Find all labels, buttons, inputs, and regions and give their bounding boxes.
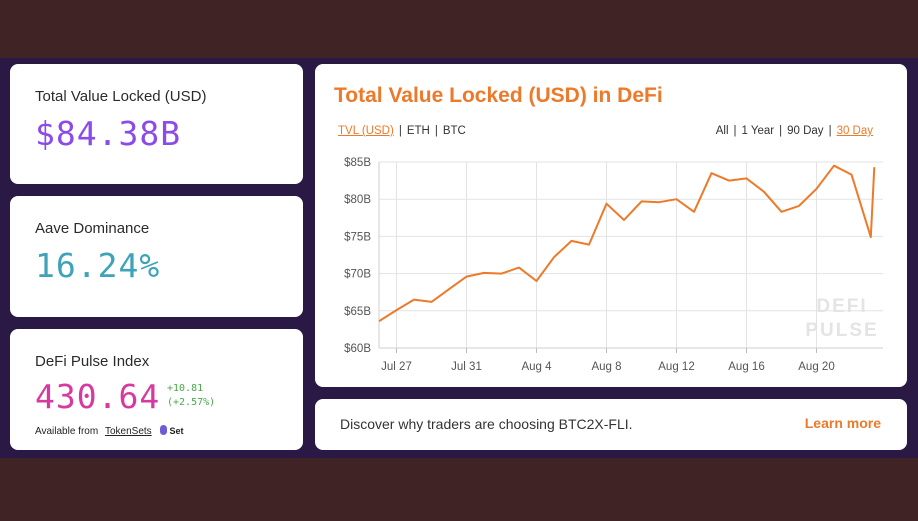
toggle-separator: | [398,125,402,137]
dpi-label: DeFi Pulse Index [35,353,150,370]
toggle-tvl-usd[interactable]: TVL (USD) [338,125,394,137]
availability-note: Available from TokenSets Set [35,425,183,437]
x-tick-label: Aug 8 [591,361,621,373]
banner-text: Discover why traders are choosing BTC2X-… [340,416,633,432]
defi-pulse-index-card: DeFi Pulse Index 430.64 +10.81 (+2.57%) … [10,329,303,450]
range-toggle-group: All | 1 Year | 90 Day | 30 Day [716,125,873,137]
y-tick-label: $60B [344,343,371,355]
x-tick-label: Aug 20 [798,361,834,373]
promo-banner: Discover why traders are choosing BTC2X-… [315,399,907,450]
y-tick-label: $80B [344,194,371,206]
available-from-text: Available from [35,426,99,437]
dpi-change-abs: +10.81 [167,383,204,394]
x-tick-label: Aug 4 [521,361,552,373]
tvl-line-chart: $60B $65B $70B $75B $80B $85B Jul 27 Jul 31 Aug … [344,157,883,373]
tvl-series-line [378,164,876,323]
toggle-eth[interactable]: ETH [406,125,430,137]
range-1-year[interactable]: 1 Year [741,125,775,137]
aave-dominance-label: Aave Dominance [35,220,150,237]
range-90-day[interactable]: 90 Day [787,125,824,137]
defipulse-watermark-pulse: PULSE [805,320,878,341]
range-all[interactable]: All [715,125,729,137]
currency-toggle-group: TVL (USD) | ETH | BTC [338,125,466,137]
x-tick-label: Aug 16 [728,361,764,373]
x-tick-label: Aug 12 [658,361,694,373]
defipulse-watermark-defi: DEFI [816,296,867,317]
tvl-label: Total Value Locked (USD) [35,88,207,105]
y-tick-label: $85B [344,157,371,169]
y-tick-label: $75B [344,231,371,243]
y-tick-label: $70B [344,269,371,281]
y-tick-label: $65B [344,306,371,318]
dpi-value: 430.64 [35,377,161,416]
toggle-separator: | [434,125,438,137]
aave-dominance-card: Aave Dominance 16.24% [10,196,303,317]
tokensets-link[interactable]: TokenSets [104,426,152,437]
x-tick-label: Jul 27 [381,361,412,373]
toggle-separator: | [828,125,832,137]
toggle-separator: | [779,125,783,137]
dpi-change-pct: (+2.57%) [167,397,216,408]
toggle-separator: | [733,125,737,137]
chart-title: Total Value Locked (USD) in DeFi [334,84,663,107]
set-logo-icon [160,425,168,435]
aave-dominance-value: 16.24% [35,246,161,285]
tvl-card: Total Value Locked (USD) $84.38B [10,64,303,184]
toggle-btc[interactable]: BTC [442,125,466,137]
x-tick-label: Jul 31 [451,361,482,373]
set-logo-text: Set [169,426,184,436]
range-30-day[interactable]: 30 Day [836,125,873,137]
learn-more-link[interactable]: Learn more [804,415,881,431]
tvl-value: $84.38B [35,114,182,153]
tvl-chart-card: Total Value Locked (USD) in DeFi TVL (US… [315,64,907,387]
dpi-change: +10.81 (+2.57%) [167,382,215,410]
set-logo: Set [160,425,183,436]
